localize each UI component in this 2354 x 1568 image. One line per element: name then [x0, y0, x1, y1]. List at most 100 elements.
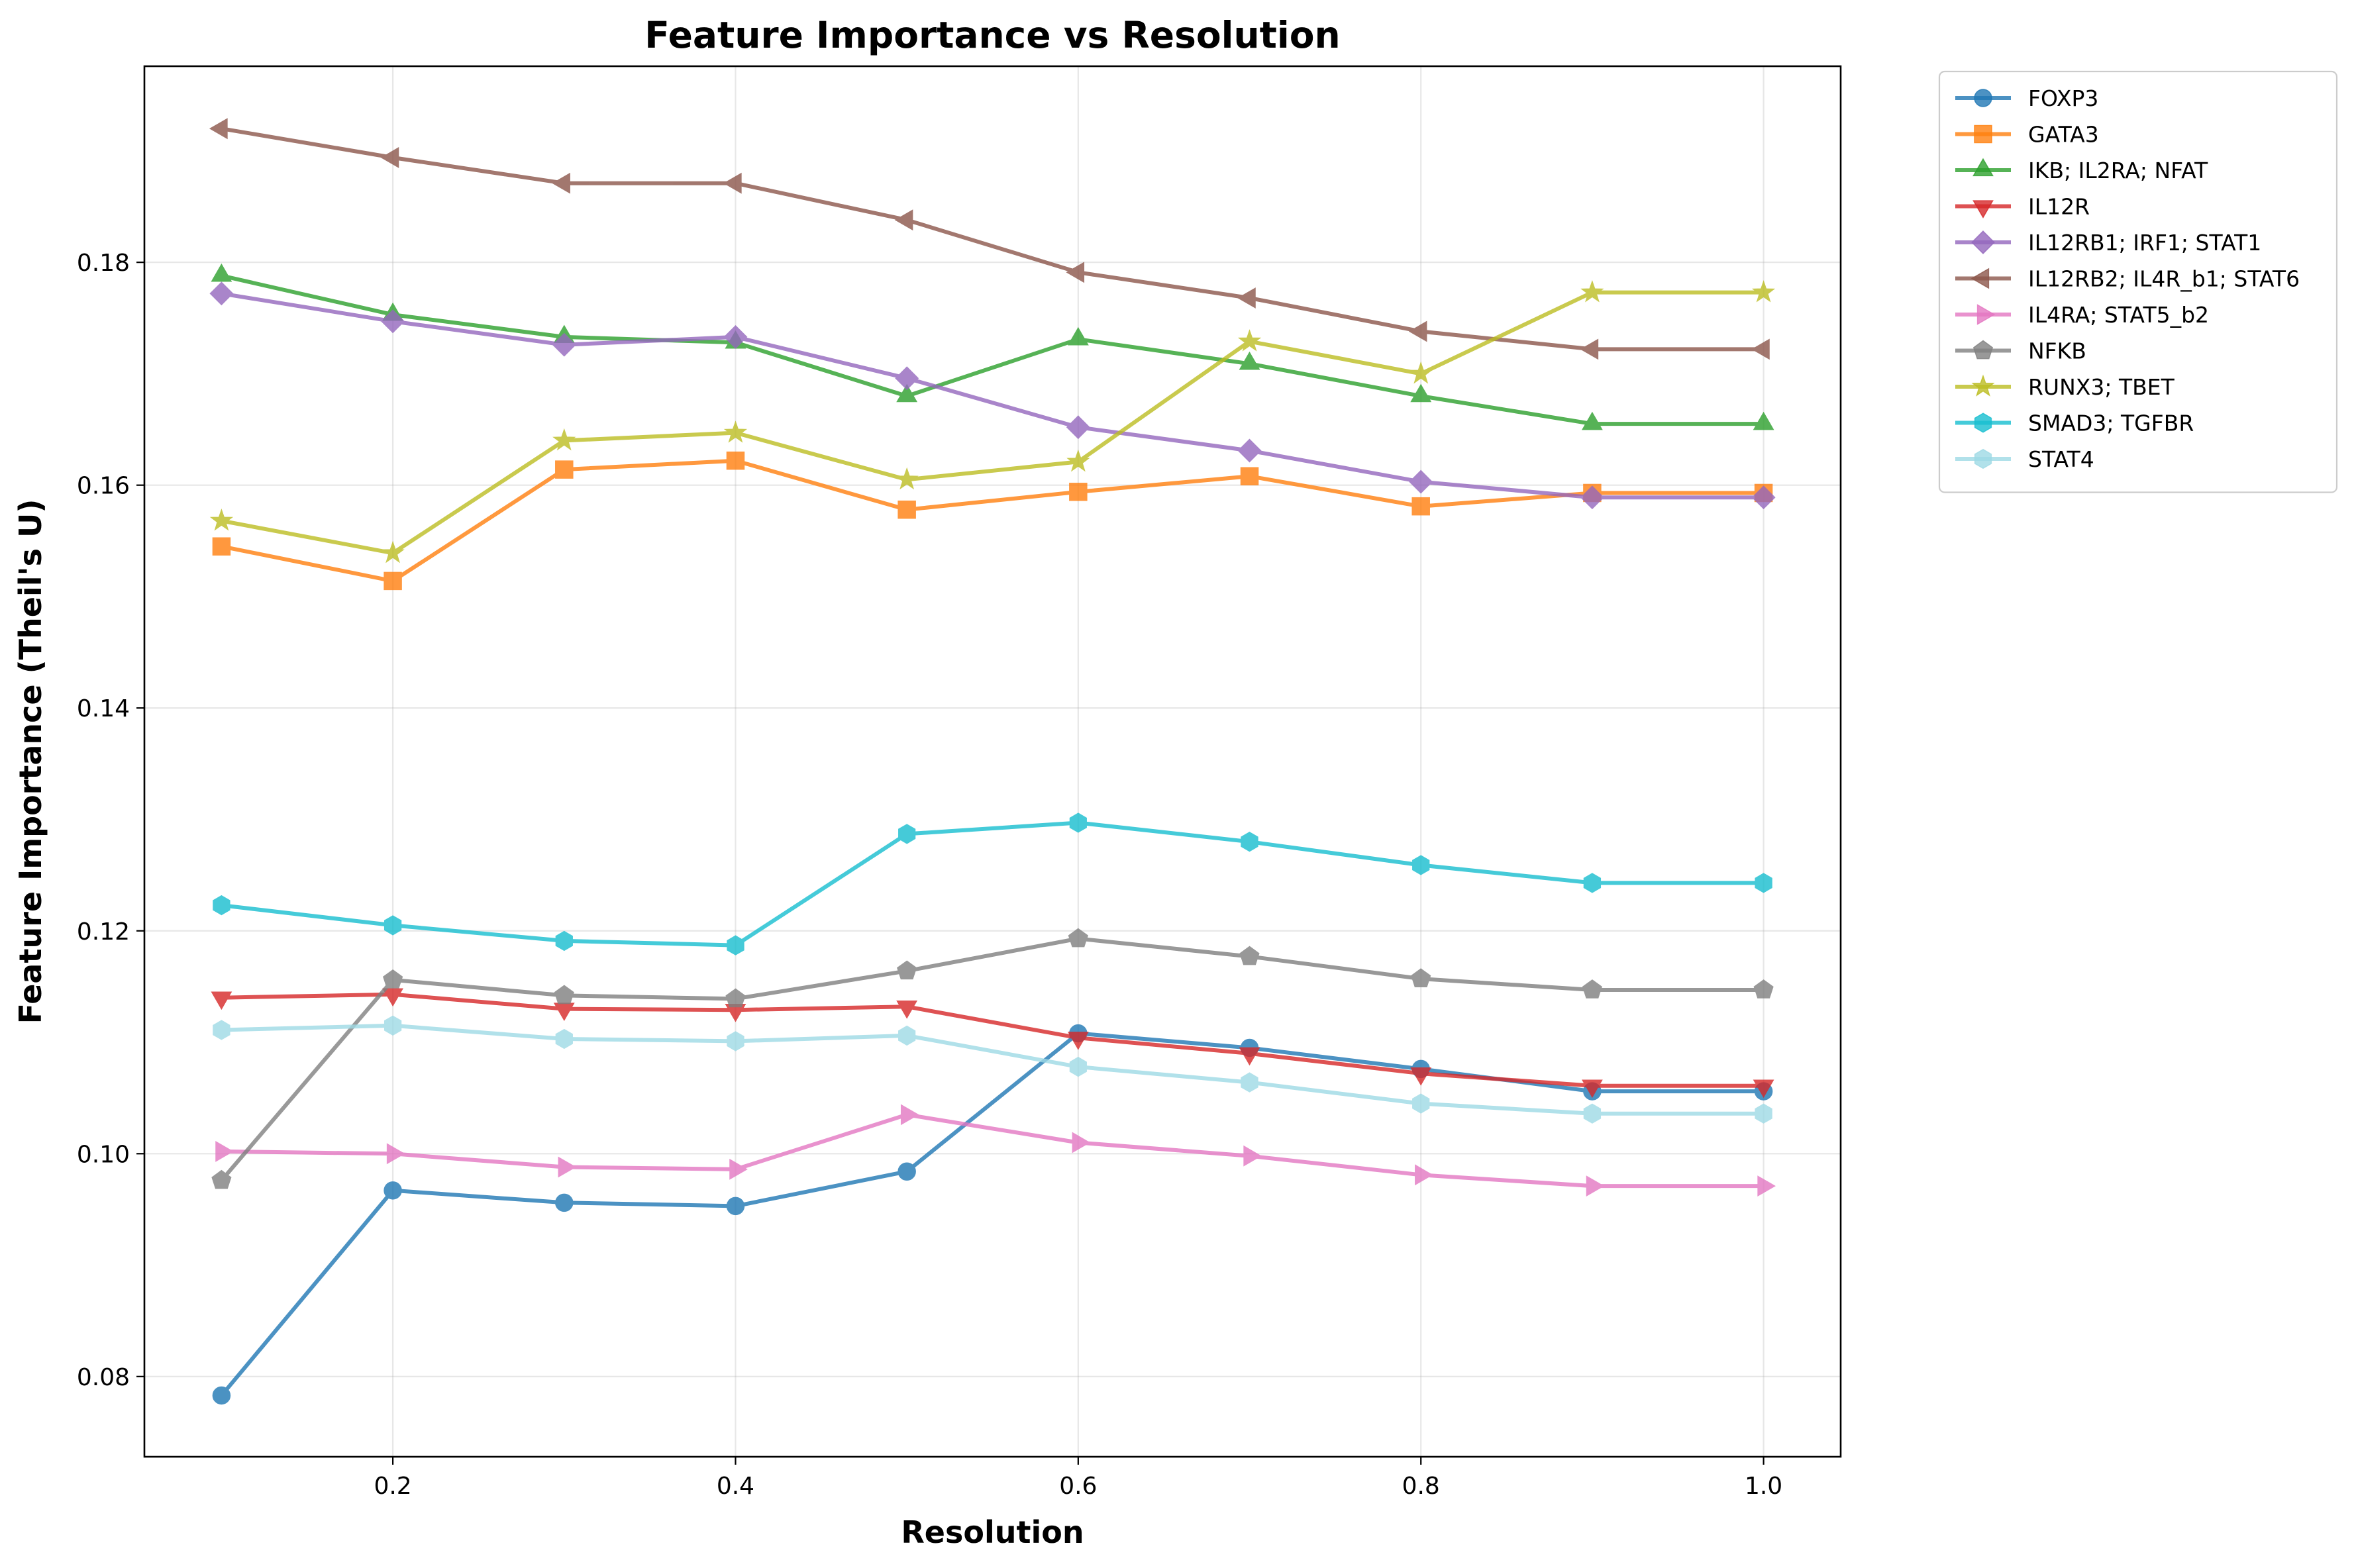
series-line-gata3	[219, 458, 1766, 583]
data-point-il12r	[896, 1000, 918, 1019]
legend-item-il12rb2-il4r-b1-stat6: IL12RB2; IL4R_b1; STAT6	[1955, 266, 2300, 292]
legend-label: IL12RB1; IRF1; STAT1	[2028, 230, 2261, 256]
data-point-smad3-tgfbr	[1755, 873, 1772, 893]
legend-label: FOXP3	[2028, 85, 2098, 111]
data-point-il12rb1-irf1-stat1	[723, 324, 748, 349]
data-point-ikb-il2ra-nfat	[896, 383, 918, 403]
data-point-gata3	[1069, 483, 1088, 501]
legend-label: IL12R	[2028, 194, 2090, 220]
data-point-foxp3	[726, 1197, 745, 1216]
data-point-il12rb1-irf1-stat1	[552, 332, 576, 357]
data-point-stat4	[555, 1028, 573, 1050]
data-point-nfkb	[897, 960, 917, 980]
data-point-il12r	[1753, 1079, 1774, 1099]
data-point-nfkb	[1411, 968, 1431, 987]
data-point-il4ra-stat5-b2	[1757, 1175, 1776, 1197]
data-point-il12rb1-irf1-stat1	[1580, 485, 1604, 510]
data-point-ikb-il2ra-nfat	[1753, 411, 1774, 430]
data-point-il12rb2-il4r-b1-stat6	[1580, 338, 1599, 360]
legend-marker	[1972, 340, 1994, 360]
data-point-il12r	[1410, 1067, 1432, 1086]
series-line-il12rb1-irf1-stat1	[219, 291, 1766, 500]
data-point-foxp3	[555, 1193, 574, 1212]
series-nfkb	[211, 928, 1774, 1189]
series-il12r	[211, 988, 1774, 1099]
data-point-il4ra-stat5-b2	[215, 1141, 234, 1162]
data-point-il12r	[1239, 1047, 1260, 1066]
data-point-ikb-il2ra-nfat	[1410, 383, 1432, 403]
data-point-stat4	[1755, 1103, 1772, 1124]
legend-item-foxp3: FOXP3	[1955, 85, 2098, 111]
data-point-il4ra-stat5-b2	[386, 1143, 405, 1165]
data-point-ikb-il2ra-nfat	[1239, 351, 1260, 370]
series-line-il12rb2-il4r-b1-stat6	[219, 126, 1766, 352]
data-point-il12rb2-il4r-b1-stat6	[1237, 287, 1256, 309]
data-point-foxp3	[384, 1181, 402, 1200]
data-point-ikb-il2ra-nfat	[211, 263, 232, 282]
data-point-nfkb	[211, 1169, 232, 1189]
legend-label: NFKB	[2028, 338, 2086, 364]
legend-label: IL4RA; STAT5_b2	[2028, 302, 2209, 328]
data-point-nfkb	[554, 985, 574, 1004]
data-point-stat4	[213, 1020, 230, 1040]
data-point-il12r	[382, 988, 403, 1007]
data-point-runx3-tbet	[895, 467, 919, 490]
legend-label: GATA3	[2028, 122, 2099, 148]
y-tick-label: 0.10	[77, 1141, 130, 1168]
data-point-gata3	[726, 451, 745, 470]
axis-ticks: 0.2 0.4 0.6 0.8 1.0 0.08 0.10 0.12 0.14 0.16 0.18	[77, 250, 1782, 1500]
legend-label: STAT4	[2028, 446, 2094, 472]
data-point-stat4	[1583, 1103, 1602, 1124]
legend-marker	[1971, 230, 1995, 254]
data-point-foxp3	[212, 1386, 231, 1405]
data-point-runx3-tbet	[723, 420, 748, 443]
data-point-nfkb	[1582, 979, 1602, 999]
data-point-il12rb1-irf1-stat1	[895, 366, 919, 391]
legend-marker	[1974, 448, 1992, 469]
data-point-stat4	[898, 1025, 916, 1046]
data-point-il12rb2-il4r-b1-stat6	[1751, 338, 1770, 360]
data-point-il12r	[1582, 1079, 1603, 1099]
data-point-smad3-tgfbr	[898, 824, 916, 844]
y-tick-label: 0.08	[77, 1364, 130, 1391]
data-point-gata3	[1411, 497, 1430, 516]
data-point-il12rb1-irf1-stat1	[381, 309, 405, 334]
plot-frame	[143, 65, 1842, 1458]
series-line-smad3-tgfbr	[219, 820, 1766, 948]
legend-label: SMAD3; TGFBR	[2028, 411, 2194, 436]
data-point-il12rb2-il4r-b1-stat6	[209, 118, 228, 140]
chart-title: Feature Importance vs Resolution	[644, 14, 1340, 56]
data-point-il4ra-stat5-b2	[900, 1104, 919, 1126]
y-tick-label: 0.18	[77, 250, 130, 277]
data-point-il12rb1-irf1-stat1	[209, 281, 234, 306]
series-il12rb2-il4r-b1-stat6	[209, 118, 1770, 360]
legend-frame	[1938, 70, 2338, 493]
data-point-gata3	[555, 460, 574, 479]
series-line-nfkb	[219, 936, 1766, 1183]
data-point-smad3-tgfbr	[384, 915, 402, 936]
data-point-gata3	[384, 571, 402, 591]
data-point-foxp3	[897, 1162, 916, 1181]
series-stat4	[213, 1015, 1772, 1124]
data-point-il12r	[1067, 1032, 1089, 1050]
x-tick-label: 0.2	[374, 1473, 411, 1500]
legend-label: IL12RB2; IL4R_b1; STAT6	[2028, 266, 2300, 292]
data-point-nfkb	[1239, 946, 1260, 965]
data-point-runx3-tbet	[1066, 449, 1090, 472]
legend-item-stat4: STAT4	[1955, 446, 2094, 472]
data-point-il12rb2-il4r-b1-stat6	[1066, 262, 1085, 283]
grid	[144, 66, 1841, 1457]
series-smad3-tgfbr	[213, 812, 1772, 956]
legend-marker	[1972, 200, 1994, 219]
data-point-nfkb	[1068, 928, 1088, 948]
data-point-nfkb	[1753, 979, 1774, 999]
legend-item-ikb-il2ra-nfat: IKB; IL2RA; NFAT	[1955, 158, 2208, 183]
data-point-stat4	[1069, 1056, 1087, 1077]
data-point-smad3-tgfbr	[213, 895, 230, 916]
legend: FOXP3 GATA3 IKB; IL2RA; NFAT IL12R IL12RB1; …	[1938, 70, 2338, 493]
x-tick-label: 0.4	[717, 1473, 754, 1500]
data-point-il12rb2-il4r-b1-stat6	[723, 172, 742, 194]
x-tick-label: 1.0	[1745, 1473, 1782, 1500]
data-point-runx3-tbet	[209, 509, 234, 531]
